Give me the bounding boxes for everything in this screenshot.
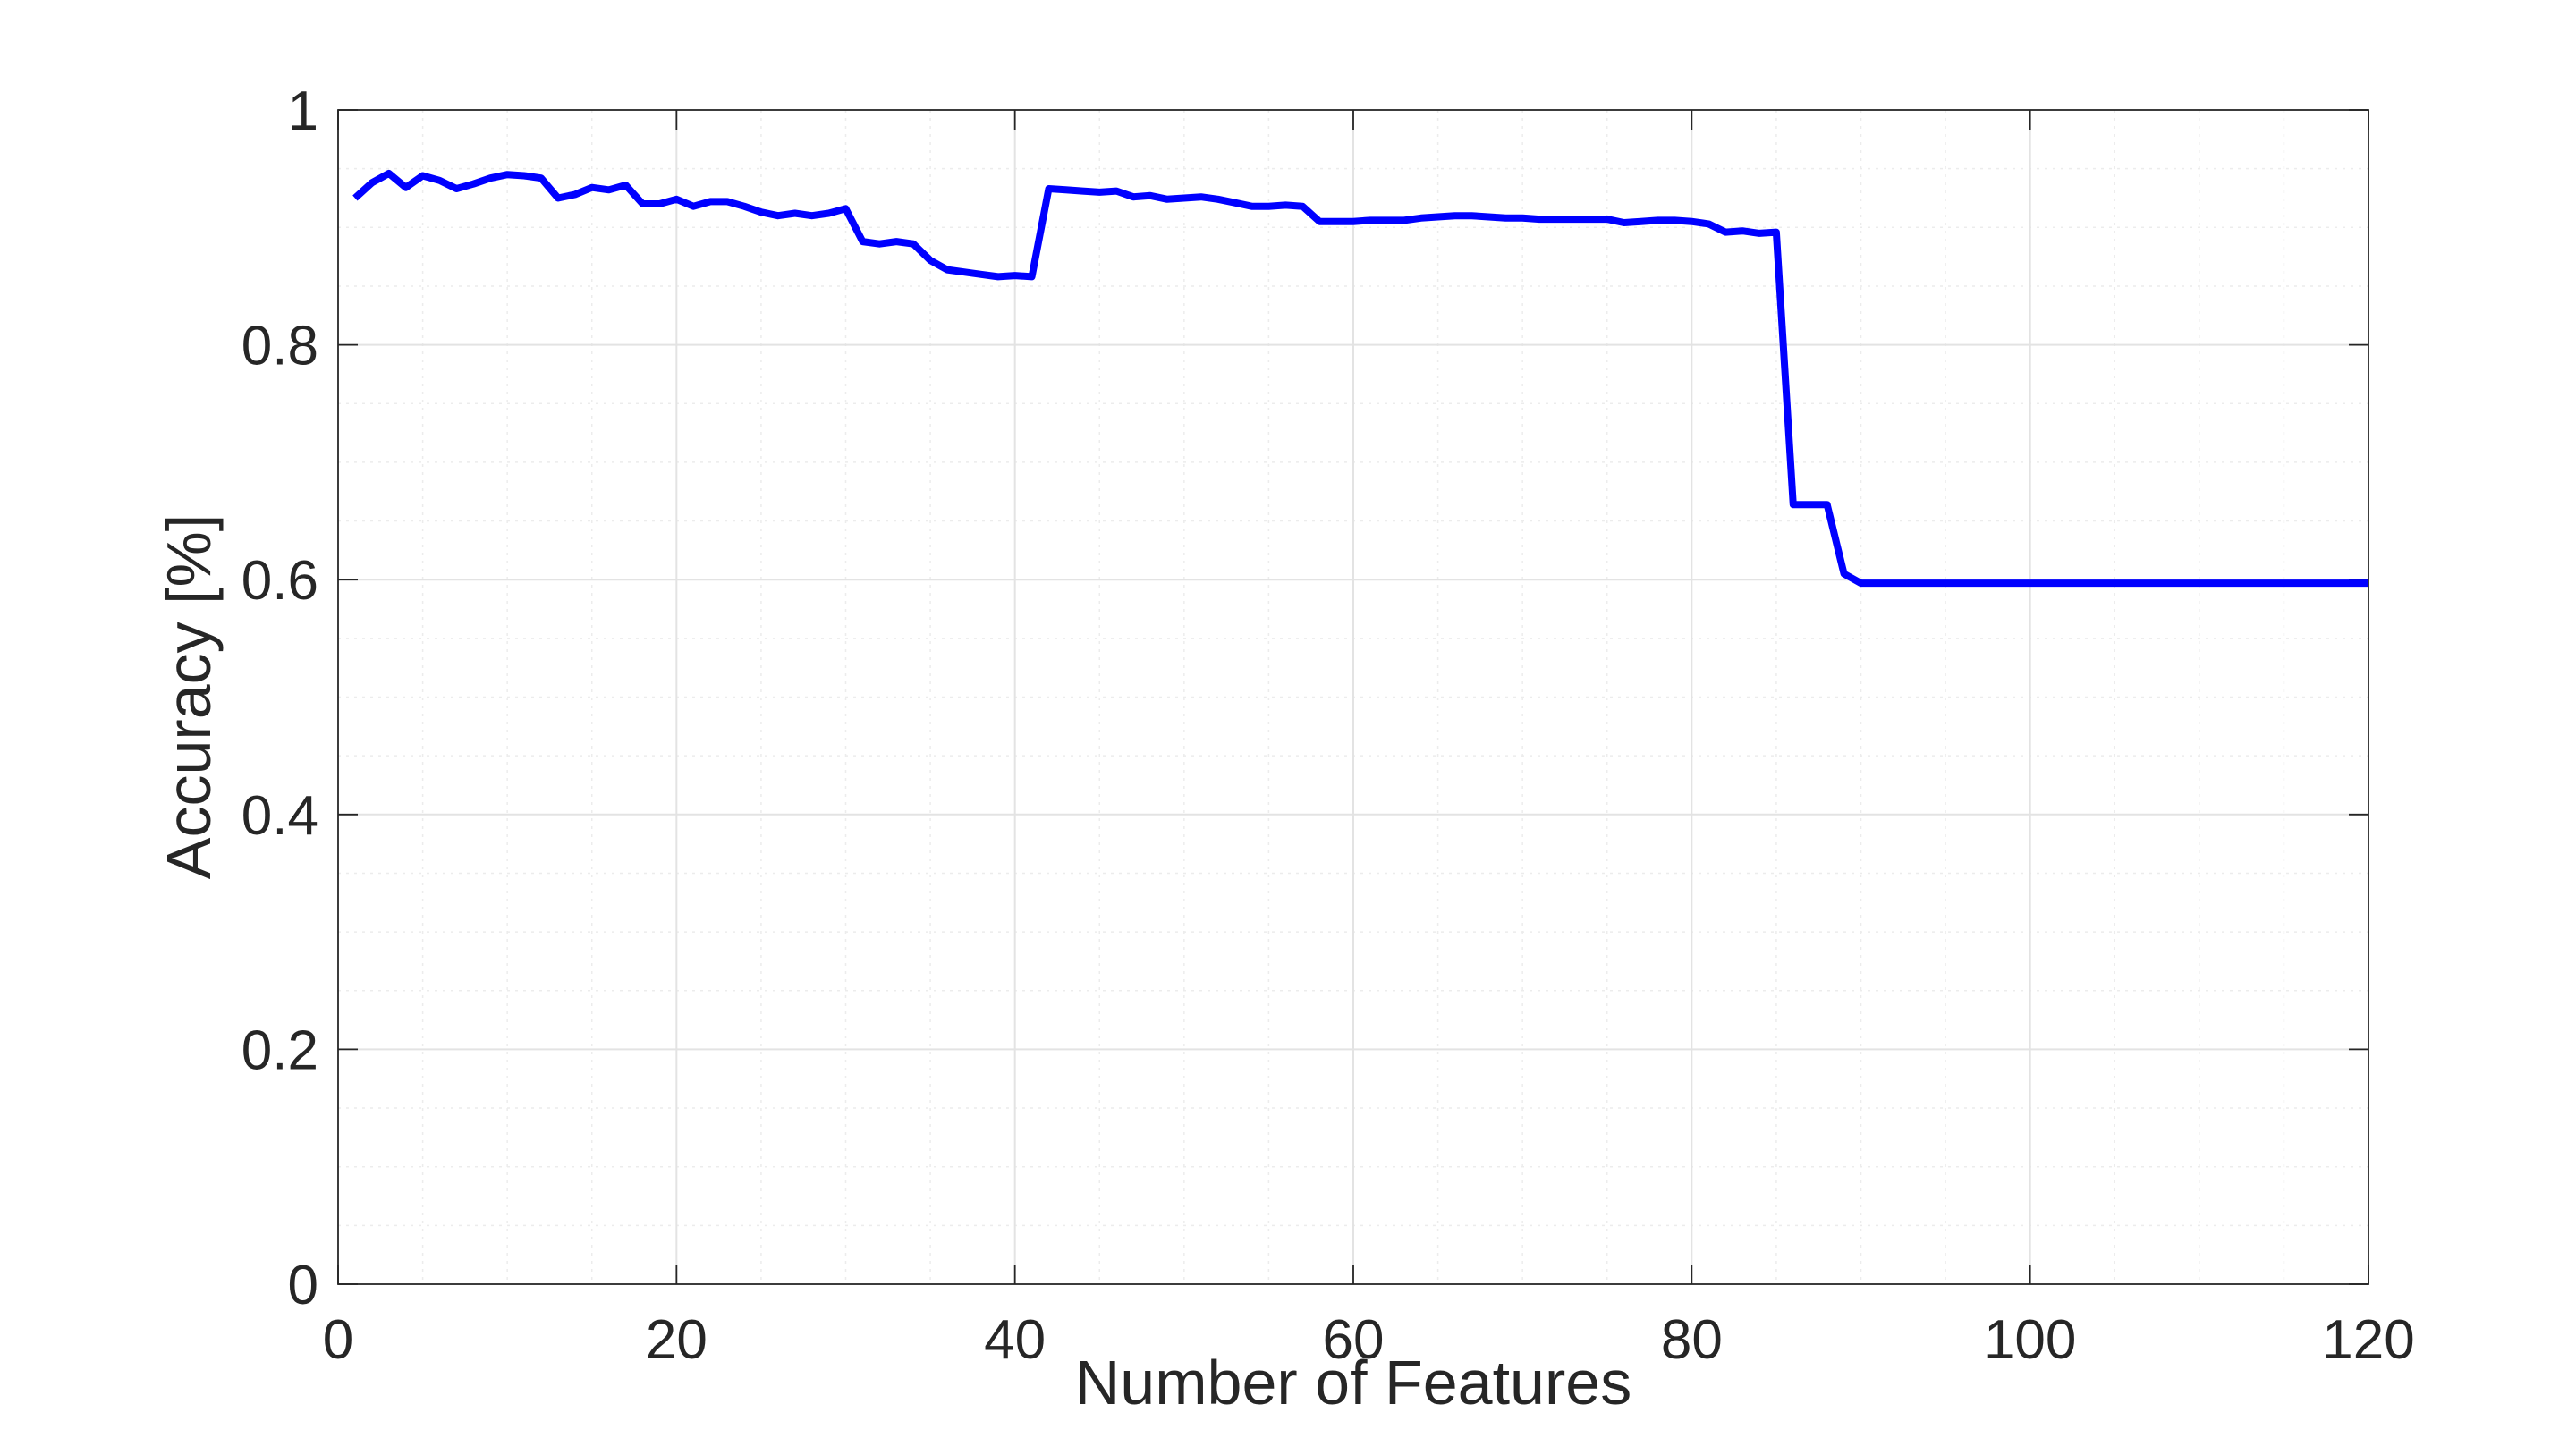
y-tick-label: 0.4 <box>242 785 318 847</box>
x-tick-label: 40 <box>984 1309 1046 1371</box>
y-axis-label: Accuracy [%] <box>154 514 224 879</box>
x-tick-label: 20 <box>646 1309 708 1371</box>
y-tick-label: 0 <box>288 1255 318 1316</box>
y-tick-label: 0.8 <box>242 316 318 377</box>
major-gridlines <box>338 110 2368 1284</box>
x-tick-label: 100 <box>1984 1309 2076 1371</box>
x-axis-label: Number of Features <box>1075 1348 1631 1417</box>
x-tick-label: 80 <box>1661 1309 1723 1371</box>
x-tick-label: 60 <box>1323 1309 1385 1371</box>
x-tick-label: 0 <box>323 1309 353 1371</box>
y-tick-labels: 0 0.2 0.4 0.6 0.8 1 <box>242 80 318 1316</box>
y-tick-label: 0.6 <box>242 550 318 612</box>
y-tick-label: 1 <box>288 80 318 142</box>
y-tick-label: 0.2 <box>242 1019 318 1081</box>
x-tick-label: 120 <box>2322 1309 2414 1371</box>
series-line <box>352 169 2368 588</box>
x-tick-labels: 0 20 40 60 80 100 120 <box>323 1309 2415 1371</box>
